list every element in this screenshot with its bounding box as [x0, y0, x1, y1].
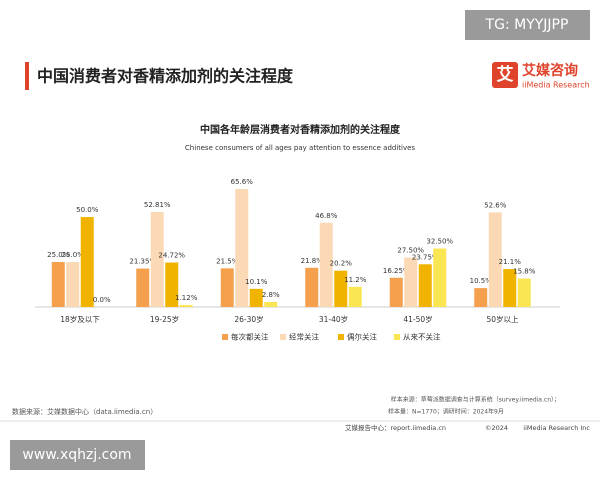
- value-label: 0.0%: [93, 296, 111, 304]
- value-label: 50.0%: [76, 206, 99, 214]
- value-label: 21.35%: [129, 258, 156, 266]
- x-tick-label: 50岁以上: [486, 314, 519, 324]
- value-label: 16.25%: [383, 267, 410, 275]
- logo-icon-text: 艾: [497, 64, 514, 85]
- page-title: 中国消费者对香精添加剂的关注程度: [37, 67, 294, 86]
- x-tick-label: 31-40岁: [319, 314, 348, 324]
- note-sample-source: 样本来源：草莓派数据调查与计算系统（survey.iimedia.cn）；: [391, 396, 560, 404]
- bar: [404, 257, 418, 307]
- bar: [319, 222, 333, 307]
- value-label: 11.2%: [344, 276, 367, 284]
- legend-label: 每次都关注: [231, 332, 269, 342]
- x-tick-label: 19-25岁: [150, 314, 179, 324]
- x-tick-label: 41-50岁: [403, 314, 432, 324]
- value-label: 65.6%: [231, 178, 254, 186]
- value-label: 23.75%: [412, 253, 439, 261]
- value-label: 25.0%: [62, 251, 85, 259]
- logo-icon: [492, 62, 518, 88]
- value-label: 52.6%: [484, 201, 507, 209]
- value-label: 15.8%: [513, 268, 536, 276]
- bar: [503, 269, 517, 307]
- value-label: 46.8%: [315, 212, 338, 220]
- value-label: 32.50%: [426, 238, 453, 246]
- bar: [220, 268, 234, 307]
- value-label: 2.8%: [262, 291, 280, 299]
- bar: [249, 288, 263, 307]
- x-tick-label: 26-30岁: [234, 314, 263, 324]
- bar: [305, 267, 319, 307]
- bar: [488, 212, 502, 307]
- bar: [348, 286, 362, 307]
- footer-copyright: ©2024: [485, 424, 508, 432]
- value-label: 21.5%: [216, 257, 239, 265]
- bar: [334, 270, 348, 307]
- data-source: 数据来源：艾媒数据中心（data.iimedia.cn）: [12, 407, 157, 416]
- bar: [179, 304, 193, 307]
- value-label: 20.2%: [330, 260, 353, 268]
- title-accent: [25, 62, 29, 90]
- bar: [51, 262, 65, 307]
- value-label: 21.1%: [499, 258, 522, 266]
- footer-company: iiMedia Research Inc: [523, 424, 590, 432]
- bar: [235, 189, 249, 307]
- bar: [264, 301, 278, 307]
- bar: [66, 262, 80, 307]
- watermark-top: TG: MYYJJPP: [485, 17, 569, 33]
- value-label: 1.12%: [175, 294, 198, 302]
- legend-swatch: [280, 334, 286, 340]
- note-sample-size: 样本量：N=1770；调研时间：2024年9月: [388, 408, 504, 416]
- value-label: 24.72%: [158, 252, 185, 260]
- value-label: 10.1%: [245, 278, 268, 286]
- watermark-box: [10, 440, 145, 470]
- legend-label: 经常关注: [289, 332, 319, 342]
- legend-swatch: [338, 334, 344, 340]
- bar: [136, 268, 150, 307]
- legend-label: 从来不关注: [403, 332, 441, 342]
- legend-label: 偶尔关注: [347, 332, 377, 342]
- bar: [517, 278, 531, 307]
- bar: [80, 217, 94, 307]
- bar: [389, 277, 403, 307]
- value-label: 10.5%: [470, 277, 493, 285]
- value-label: 21.8%: [301, 257, 324, 265]
- logo-cn: 艾媒咨询: [522, 62, 578, 79]
- watermark-box: [465, 10, 590, 40]
- legend-swatch: [394, 334, 400, 340]
- bar: [165, 262, 179, 307]
- chart-subtitle: Chinese consumers of all ages pay attent…: [185, 144, 415, 152]
- x-tick-label: 18岁及以下: [60, 314, 100, 324]
- legend-swatch: [222, 334, 228, 340]
- bar: [150, 212, 164, 307]
- bar: [418, 264, 432, 307]
- value-label: 52.81%: [144, 201, 171, 209]
- value-label: 27.50%: [397, 247, 424, 255]
- value-label: 25.0%: [47, 251, 70, 259]
- chart-title: 中国各年龄层消费者对香精添加剂的关注程度: [200, 123, 401, 136]
- watermark-bottom: www.xqhzj.com: [22, 447, 131, 463]
- bar: [474, 288, 488, 307]
- footer-center: 艾媒报告中心：report.iimedia.cn: [345, 423, 446, 432]
- bar: [433, 248, 447, 307]
- logo-en: iiMedia Research: [522, 81, 590, 90]
